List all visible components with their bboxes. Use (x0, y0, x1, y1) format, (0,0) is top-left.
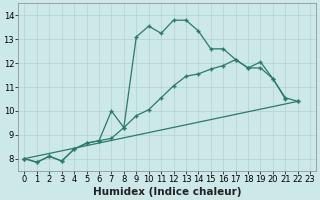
X-axis label: Humidex (Indice chaleur): Humidex (Indice chaleur) (93, 187, 242, 197)
